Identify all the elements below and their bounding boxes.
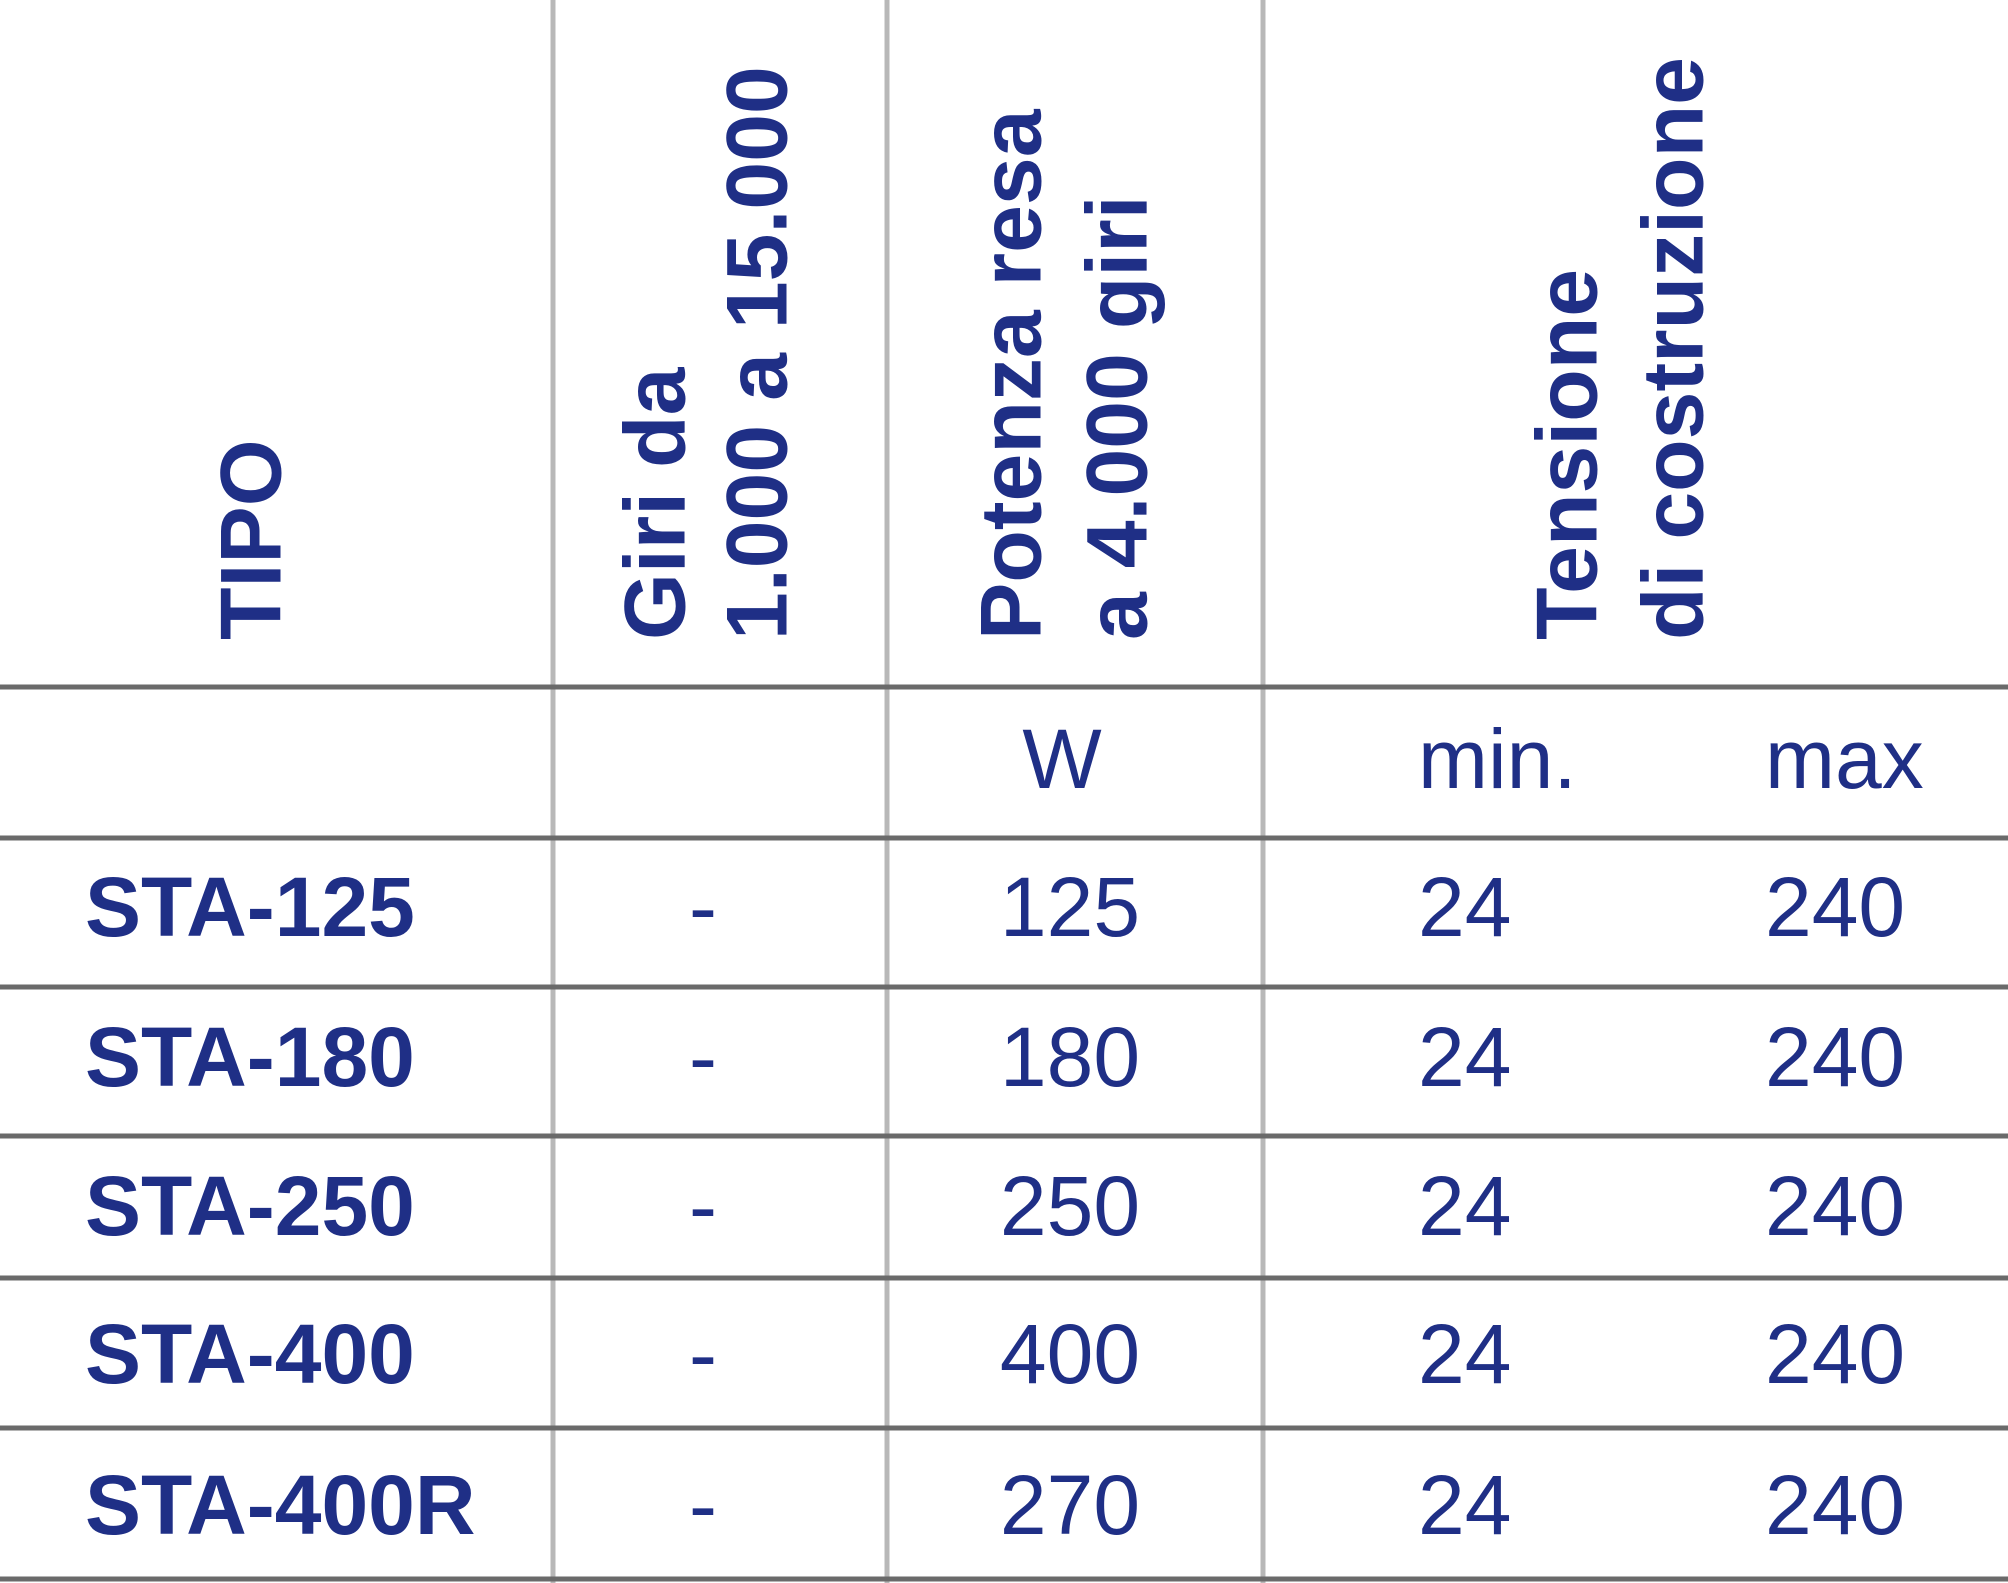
voltage-min-cell: 24 [1418,860,1511,954]
model-cell: STA-180 [85,1010,415,1104]
rpm-cell: - [689,1458,717,1552]
rpm-cell: - [689,1307,717,1401]
header-label: Tensione [1520,269,1616,640]
header-label: di costruzione [1626,57,1722,640]
header-label: 1.000 a 15.000 [710,66,806,640]
voltage-min-cell: 24 [1418,1010,1511,1104]
voltage-max-cell: 240 [1765,1010,1905,1104]
power-cell: 125 [1000,860,1140,954]
header-label: TIPO [204,439,300,640]
voltage-max-cell: 240 [1765,1159,1905,1253]
header-label: Giri da [608,366,704,640]
header-label: Potenza resa [964,108,1060,640]
voltage-max-cell: 240 [1765,1307,1905,1401]
voltage-min-cell: 24 [1418,1307,1511,1401]
power-cell: 180 [1000,1010,1140,1104]
model-cell: STA-250 [85,1159,415,1253]
rpm-cell: - [689,1159,717,1253]
unit-label: W [1022,712,1101,806]
unit-label: min. [1418,712,1577,806]
rpm-cell: - [689,860,717,954]
power-cell: 400 [1000,1307,1140,1401]
voltage-min-cell: 24 [1418,1159,1511,1253]
model-cell: STA-125 [85,860,415,954]
header-label: a 4.000 giri [1070,195,1166,640]
unit-label: max [1765,712,1924,806]
model-cell: STA-400R [85,1458,476,1552]
rpm-cell: - [689,1010,717,1104]
model-cell: STA-400 [85,1307,415,1401]
voltage-min-cell: 24 [1418,1458,1511,1552]
power-cell: 250 [1000,1159,1140,1253]
power-cell: 270 [1000,1458,1140,1552]
voltage-max-cell: 240 [1765,860,1905,954]
voltage-max-cell: 240 [1765,1458,1905,1552]
